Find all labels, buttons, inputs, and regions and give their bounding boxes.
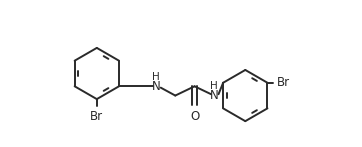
Text: N: N (152, 80, 160, 93)
Text: N: N (210, 89, 218, 102)
Text: O: O (190, 110, 199, 123)
Text: H: H (210, 81, 218, 91)
Text: H: H (152, 72, 160, 82)
Text: Br: Br (90, 110, 104, 123)
Text: Br: Br (277, 76, 290, 89)
